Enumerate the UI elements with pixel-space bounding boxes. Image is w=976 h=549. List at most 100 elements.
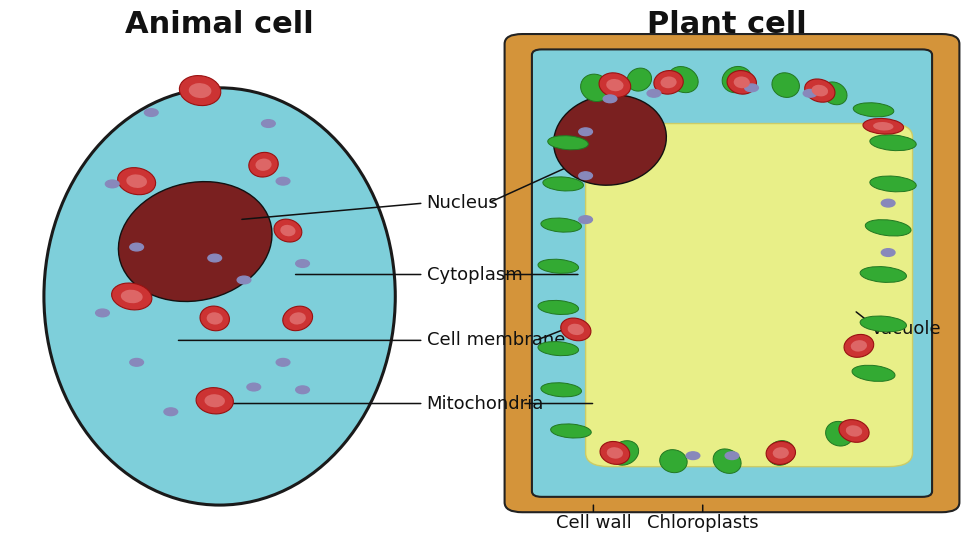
Text: Cell wall: Cell wall <box>555 514 631 531</box>
Ellipse shape <box>611 441 638 465</box>
Ellipse shape <box>274 219 302 242</box>
Circle shape <box>603 95 617 103</box>
Ellipse shape <box>538 259 579 273</box>
Ellipse shape <box>111 283 152 310</box>
Circle shape <box>725 452 739 460</box>
Ellipse shape <box>541 383 582 397</box>
Circle shape <box>208 254 222 262</box>
Ellipse shape <box>627 68 652 91</box>
Ellipse shape <box>180 76 221 105</box>
Ellipse shape <box>772 73 799 97</box>
Ellipse shape <box>839 419 869 442</box>
Ellipse shape <box>669 66 698 93</box>
Circle shape <box>105 180 119 188</box>
Circle shape <box>130 358 143 366</box>
Ellipse shape <box>207 312 223 324</box>
Ellipse shape <box>188 83 212 98</box>
FancyBboxPatch shape <box>505 34 959 512</box>
Ellipse shape <box>256 159 271 171</box>
Circle shape <box>96 309 109 317</box>
Text: Chloroplasts: Chloroplasts <box>647 514 758 531</box>
Ellipse shape <box>121 290 142 303</box>
Circle shape <box>647 89 661 97</box>
Ellipse shape <box>607 447 623 458</box>
Ellipse shape <box>118 182 272 301</box>
Ellipse shape <box>870 135 916 150</box>
Circle shape <box>262 120 275 127</box>
Circle shape <box>276 358 290 366</box>
Ellipse shape <box>851 340 867 351</box>
Ellipse shape <box>846 425 862 436</box>
Ellipse shape <box>196 388 233 414</box>
Circle shape <box>579 216 592 223</box>
Ellipse shape <box>541 218 582 232</box>
Ellipse shape <box>773 447 789 458</box>
Ellipse shape <box>200 306 229 330</box>
Ellipse shape <box>661 76 676 88</box>
Ellipse shape <box>722 66 752 93</box>
Circle shape <box>803 89 817 97</box>
Ellipse shape <box>543 177 584 191</box>
Text: Animal cell: Animal cell <box>125 10 314 39</box>
Ellipse shape <box>561 318 590 341</box>
Ellipse shape <box>568 324 584 335</box>
Circle shape <box>164 408 178 416</box>
Ellipse shape <box>599 73 630 97</box>
Text: Mitochondria: Mitochondria <box>427 395 544 412</box>
Text: Nucleus: Nucleus <box>427 194 499 212</box>
Text: Vacuole: Vacuole <box>872 321 942 338</box>
Circle shape <box>579 128 592 136</box>
Ellipse shape <box>804 79 835 102</box>
Circle shape <box>144 109 158 116</box>
Ellipse shape <box>600 441 630 464</box>
Circle shape <box>237 276 251 284</box>
Ellipse shape <box>863 119 904 134</box>
FancyBboxPatch shape <box>586 124 913 467</box>
Ellipse shape <box>290 312 305 324</box>
Circle shape <box>130 243 143 251</box>
Ellipse shape <box>280 225 296 236</box>
Ellipse shape <box>550 424 591 438</box>
Ellipse shape <box>283 306 312 330</box>
Ellipse shape <box>553 95 667 185</box>
Ellipse shape <box>727 71 756 94</box>
Ellipse shape <box>548 136 589 150</box>
Ellipse shape <box>860 267 907 282</box>
Circle shape <box>247 383 261 391</box>
Ellipse shape <box>205 394 224 407</box>
Ellipse shape <box>812 85 828 97</box>
Text: Plant cell: Plant cell <box>647 10 807 39</box>
Ellipse shape <box>44 88 395 505</box>
Ellipse shape <box>767 441 794 465</box>
Circle shape <box>276 177 290 185</box>
Circle shape <box>296 260 309 267</box>
Ellipse shape <box>654 71 683 94</box>
Circle shape <box>579 172 592 180</box>
Ellipse shape <box>853 103 894 117</box>
Circle shape <box>745 84 758 92</box>
Ellipse shape <box>870 176 916 192</box>
Ellipse shape <box>126 175 147 188</box>
Ellipse shape <box>734 76 750 88</box>
Ellipse shape <box>860 316 907 332</box>
Ellipse shape <box>713 449 741 473</box>
Ellipse shape <box>874 122 893 131</box>
Ellipse shape <box>581 74 610 102</box>
Ellipse shape <box>118 167 155 195</box>
Ellipse shape <box>249 153 278 177</box>
Ellipse shape <box>852 365 895 382</box>
Ellipse shape <box>844 334 874 357</box>
Circle shape <box>881 199 895 207</box>
FancyBboxPatch shape <box>532 49 932 497</box>
Ellipse shape <box>606 79 624 91</box>
Ellipse shape <box>538 341 579 356</box>
Ellipse shape <box>538 300 579 315</box>
Circle shape <box>686 452 700 460</box>
Ellipse shape <box>660 450 687 473</box>
Circle shape <box>881 249 895 256</box>
Text: Cytoplasm: Cytoplasm <box>427 266 522 283</box>
Ellipse shape <box>766 441 795 464</box>
Ellipse shape <box>822 82 847 105</box>
Circle shape <box>296 386 309 394</box>
Text: Cell membrane: Cell membrane <box>427 332 565 349</box>
